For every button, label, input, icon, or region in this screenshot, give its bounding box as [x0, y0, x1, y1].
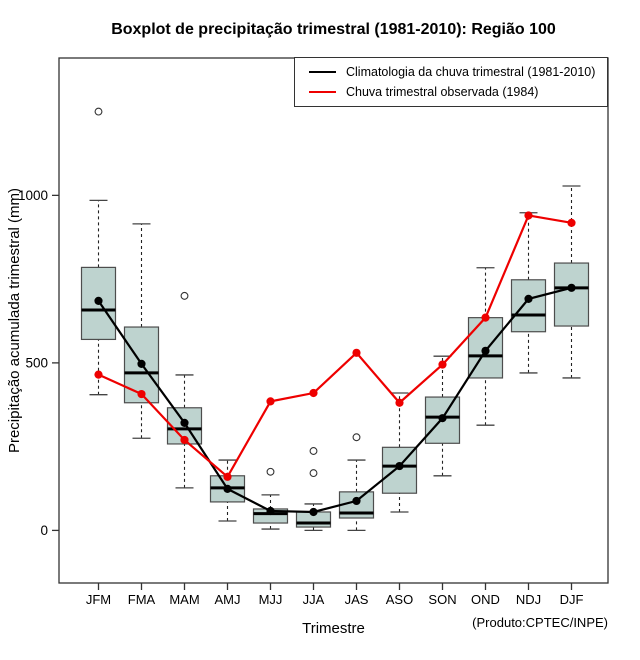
series-point-climatologia-MJJ	[266, 506, 275, 516]
x-tick-label-MJJ: MJJ	[259, 592, 283, 607]
legend: Climatologia da chuva trimestral (1981-2…	[294, 57, 608, 107]
series-point-observada-JAS	[352, 348, 361, 357]
series-point-observada-AMJ	[223, 472, 232, 481]
y-tick-label-0: 0	[40, 523, 48, 538]
series-point-climatologia-ASO	[395, 461, 404, 471]
x-tick-label-JAS: JAS	[345, 592, 369, 607]
series-point-climatologia-JAS	[352, 496, 361, 506]
series-point-observada-FMA	[137, 389, 146, 399]
x-tick-label-OND: OND	[471, 592, 500, 607]
legend-item-observada: Chuva trimestral observada (1984)	[309, 84, 607, 101]
series-point-climatologia-OND	[481, 346, 490, 355]
series-point-observada-JFM	[94, 370, 103, 379]
series-point-observada-ASO	[395, 398, 404, 407]
legend-label: Chuva trimestral observada (1984)	[346, 84, 539, 99]
x-axis-label: Trimestre	[302, 620, 365, 637]
y-tick-label-500: 500	[25, 355, 48, 370]
series-point-observada-MJJ	[266, 397, 275, 406]
series-point-observada-DJF	[567, 218, 576, 227]
series-point-climatologia-JJA	[309, 507, 318, 517]
outlier-MAM-0	[180, 291, 189, 300]
outlier-JJA-0	[309, 469, 318, 478]
footer-note: (Produto:CPTEC/INPE)	[472, 615, 608, 630]
series-point-observada-NDJ	[524, 211, 533, 220]
series-point-climatologia-NDJ	[524, 294, 533, 303]
outlier-JAS-0	[352, 433, 361, 442]
y-tick-label-1000: 1000	[18, 188, 48, 203]
series-point-climatologia-SON	[438, 414, 447, 423]
series-point-climatologia-AMJ	[223, 484, 232, 493]
series-point-observada-JJA	[309, 388, 318, 398]
outlier-MJJ-0	[266, 467, 275, 476]
x-tick-label-FMA: FMA	[128, 592, 156, 607]
box-NDJ	[510, 279, 547, 333]
series-point-climatologia-MAM	[180, 418, 189, 427]
outlier-JFM-0	[94, 107, 103, 116]
outlier-JJA-1	[309, 447, 318, 455]
x-tick-label-NDJ: NDJ	[516, 592, 541, 607]
legend-item-climatologia: Climatologia da chuva trimestral (1981-2…	[309, 64, 607, 81]
series-point-observada-MAM	[180, 435, 189, 445]
series-point-climatologia-JFM	[94, 296, 103, 306]
series-point-climatologia-FMA	[137, 359, 146, 368]
series-point-observada-OND	[481, 313, 490, 322]
x-tick-label-MAM: MAM	[169, 592, 199, 607]
legend-label: Climatologia da chuva trimestral (1981-2…	[346, 64, 596, 79]
series-line-climatologia	[97, 286, 572, 514]
series-line-observada	[98, 214, 572, 479]
x-tick-label-ASO: ASO	[386, 592, 413, 607]
series-point-observada-SON	[438, 360, 447, 369]
x-tick-label-JFM: JFM	[86, 592, 111, 607]
x-tick-label-SON: SON	[428, 592, 456, 607]
climatologia-line-swatch	[309, 71, 336, 73]
x-tick-label-AMJ: AMJ	[215, 592, 241, 607]
x-tick-label-DJF: DJF	[560, 592, 584, 607]
observada-line-swatch	[309, 91, 336, 93]
box-DJF	[553, 262, 590, 327]
x-tick-label-JJA: JJA	[303, 592, 325, 607]
series-point-climatologia-DJF	[567, 283, 576, 292]
chart-title: Boxplot de precipitação trimestral (1981…	[111, 21, 556, 38]
